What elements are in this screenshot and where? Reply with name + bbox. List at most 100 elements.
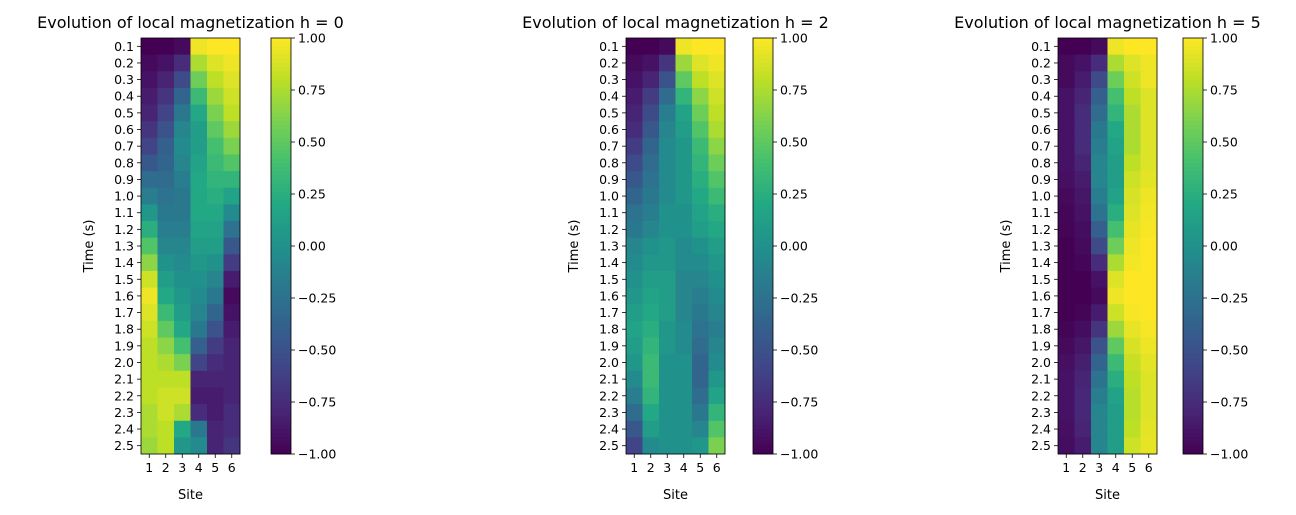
heatmap-cell	[157, 420, 175, 438]
colorbar-segment	[271, 441, 291, 447]
heatmap-cell	[190, 287, 208, 305]
colorbar-segment	[753, 83, 773, 89]
colorbar-segment	[271, 449, 291, 455]
colorbar-segment	[1183, 233, 1203, 239]
colorbar-segment	[271, 366, 291, 372]
colorbar-segment	[271, 112, 291, 118]
heatmap-cell	[659, 87, 676, 105]
colorbar-segment	[271, 87, 291, 93]
heatmap-cell	[174, 287, 191, 305]
heatmap-cell	[626, 38, 643, 56]
y-tick-label: 0.1	[1031, 39, 1051, 54]
colorbar-segment	[753, 291, 773, 297]
x-axis-label: Site	[178, 488, 203, 503]
colorbar-segment	[1183, 441, 1203, 447]
colorbar-segment	[271, 96, 291, 101]
heatmap-cell	[190, 270, 208, 288]
heatmap-cell	[675, 420, 693, 438]
colorbar-segment	[271, 241, 291, 247]
heatmap-cell	[207, 287, 224, 305]
heatmap-cell	[1124, 54, 1141, 72]
colorbar-tick-label: 1.00	[298, 31, 326, 46]
colorbar-segment	[1183, 191, 1203, 197]
colorbar-segment	[1183, 187, 1203, 193]
x-tick-label: 3	[1095, 460, 1103, 475]
heatmap-cell	[1058, 54, 1075, 72]
heatmap-cell	[1107, 420, 1125, 438]
heatmap-cell	[642, 121, 660, 139]
heatmap-cell	[174, 304, 191, 322]
colorbar-segment	[271, 75, 291, 80]
y-tick-label: 0.6	[599, 122, 619, 137]
heatmap-cell	[174, 204, 191, 222]
heatmap-cell	[1058, 354, 1075, 372]
colorbar-segment	[753, 366, 773, 372]
colorbar-segment	[753, 275, 773, 280]
colorbar-segment	[271, 71, 291, 76]
colorbar-segment	[753, 204, 773, 209]
heatmap-cell	[675, 254, 693, 272]
heatmap-cell	[675, 270, 693, 288]
colorbar-tick-label: 0.00	[298, 239, 326, 254]
heatmap-cell	[174, 370, 191, 388]
heatmap-cell	[675, 104, 693, 122]
heatmap-cell	[1091, 304, 1108, 322]
y-tick-label: 1.4	[1031, 255, 1051, 270]
heatmap-cell	[1124, 204, 1141, 222]
colorbar-segment	[271, 154, 291, 160]
colorbar-segment	[1183, 424, 1203, 430]
heatmap-cell	[157, 171, 175, 189]
heatmap-cell	[692, 387, 709, 405]
heatmap-cell	[626, 420, 643, 438]
heatmap-cell	[190, 337, 208, 355]
heatmap-cell	[174, 87, 191, 105]
colorbar-segment	[271, 196, 291, 201]
heatmap-cell	[626, 270, 643, 288]
y-tick-label: 1.7	[1031, 305, 1051, 320]
colorbar-segment	[271, 279, 291, 284]
colorbar-segment	[271, 221, 291, 226]
y-tick-label: 1.3	[1031, 239, 1051, 254]
colorbar-segment	[753, 142, 773, 147]
heatmap-cell	[223, 87, 241, 105]
x-tick-label: 1	[630, 460, 638, 475]
heatmap-cell	[659, 320, 676, 338]
colorbar-segment	[753, 46, 773, 51]
colorbar-tick-label: −1.00	[780, 447, 818, 462]
colorbar-segment	[1183, 258, 1203, 264]
colorbar-segment	[753, 262, 773, 268]
colorbar-tick-label: 0.50	[298, 135, 326, 150]
heatmap-cell	[1074, 437, 1092, 455]
heatmap-cell	[692, 304, 709, 322]
colorbar-segment	[1183, 83, 1203, 89]
y-tick-label: 0.9	[1031, 172, 1051, 187]
colorbar-segment	[271, 38, 291, 43]
colorbar-segment	[753, 100, 773, 105]
colorbar-segment	[271, 54, 291, 60]
colorbar-segment	[753, 208, 773, 214]
colorbar-segment	[753, 229, 773, 234]
heatmap-cell	[174, 437, 191, 455]
heatmap-cell	[223, 38, 241, 56]
heatmap-cell	[675, 387, 693, 405]
colorbar-segment	[753, 67, 773, 72]
colorbar-tick-label: 0.50	[1210, 135, 1238, 150]
colorbar-segment	[271, 275, 291, 280]
heatmap-cell	[642, 137, 660, 155]
y-tick-label: 2.5	[1031, 438, 1051, 453]
y-tick-label: 2.0	[599, 355, 619, 370]
colorbar-segment	[753, 333, 773, 338]
colorbar-segment	[1183, 433, 1203, 438]
heatmap-cell	[642, 354, 660, 372]
heatmap-cell	[1124, 420, 1141, 438]
colorbar-segment	[1183, 391, 1203, 397]
colorbar-segment	[1183, 295, 1203, 301]
colorbar-segment	[753, 408, 773, 413]
colorbar-segment	[753, 79, 773, 85]
colorbar-segment	[271, 162, 291, 168]
y-tick-label: 0.3	[114, 72, 134, 87]
heatmap-cell	[1124, 154, 1141, 172]
colorbar-segment	[1183, 38, 1203, 43]
colorbar-segment	[271, 104, 291, 110]
heatmap-cell	[141, 420, 158, 438]
